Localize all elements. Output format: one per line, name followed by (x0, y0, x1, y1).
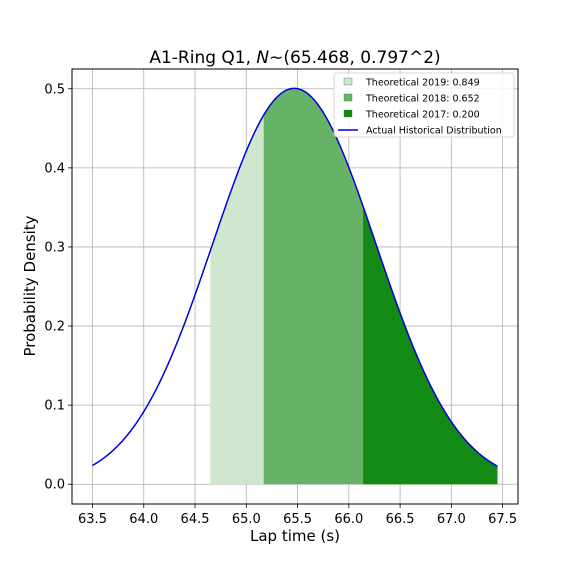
x-tick-label: 66.0 (334, 512, 363, 527)
y-tick-label: 0.5 (44, 82, 65, 97)
legend-swatch (343, 109, 353, 118)
y-axis-label: Probability Density (21, 215, 39, 356)
x-tick-label: 66.5 (386, 512, 415, 527)
legend-label: Theoretical 2018: 0.652 (365, 94, 480, 105)
shaded-areas (210, 88, 498, 485)
x-tick-label: 65.5 (283, 512, 312, 527)
x-tick-label: 65.0 (232, 512, 261, 527)
y-axis-ticks: 0.0 0.1 0.2 0.3 0.4 0.5 (44, 82, 72, 493)
x-tick-label: 67.5 (488, 512, 517, 527)
legend-label: Actual Historical Distribution (366, 126, 502, 137)
x-tick-label: 64.5 (181, 512, 210, 527)
legend-label: Theoretical 2019: 0.849 (365, 78, 480, 89)
x-tick-label: 67.0 (437, 512, 466, 527)
legend: Theoretical 2019: 0.849 Theoretical 2018:… (333, 72, 515, 138)
x-tick-label: 63.5 (78, 512, 107, 527)
y-tick-label: 0.4 (44, 161, 65, 176)
y-tick-label: 0.0 (44, 478, 65, 493)
distribution-line (92, 87, 498, 467)
legend-box (333, 72, 515, 138)
y-tick-label: 0.1 (44, 399, 65, 414)
density-curve (92, 87, 498, 467)
legend-label: Theoretical 2017: 0.200 (365, 110, 480, 121)
x-tick-label: 64.0 (129, 512, 158, 527)
y-tick-label: 0.2 (44, 320, 65, 335)
legend-swatch (343, 93, 353, 102)
chart-title: A1-Ring Q1, N∼(65.468, 0.797^2) (149, 48, 440, 68)
shaded-area-3 (363, 206, 498, 485)
x-axis-label: Lap time (s) (250, 527, 340, 545)
legend-swatch (343, 77, 353, 86)
x-axis-ticks: 63.5 64.0 64.5 65.0 65.5 66.0 66.5 67.0 67.5 (78, 504, 517, 527)
y-tick-label: 0.3 (44, 240, 65, 255)
plot-frame (71, 68, 519, 505)
